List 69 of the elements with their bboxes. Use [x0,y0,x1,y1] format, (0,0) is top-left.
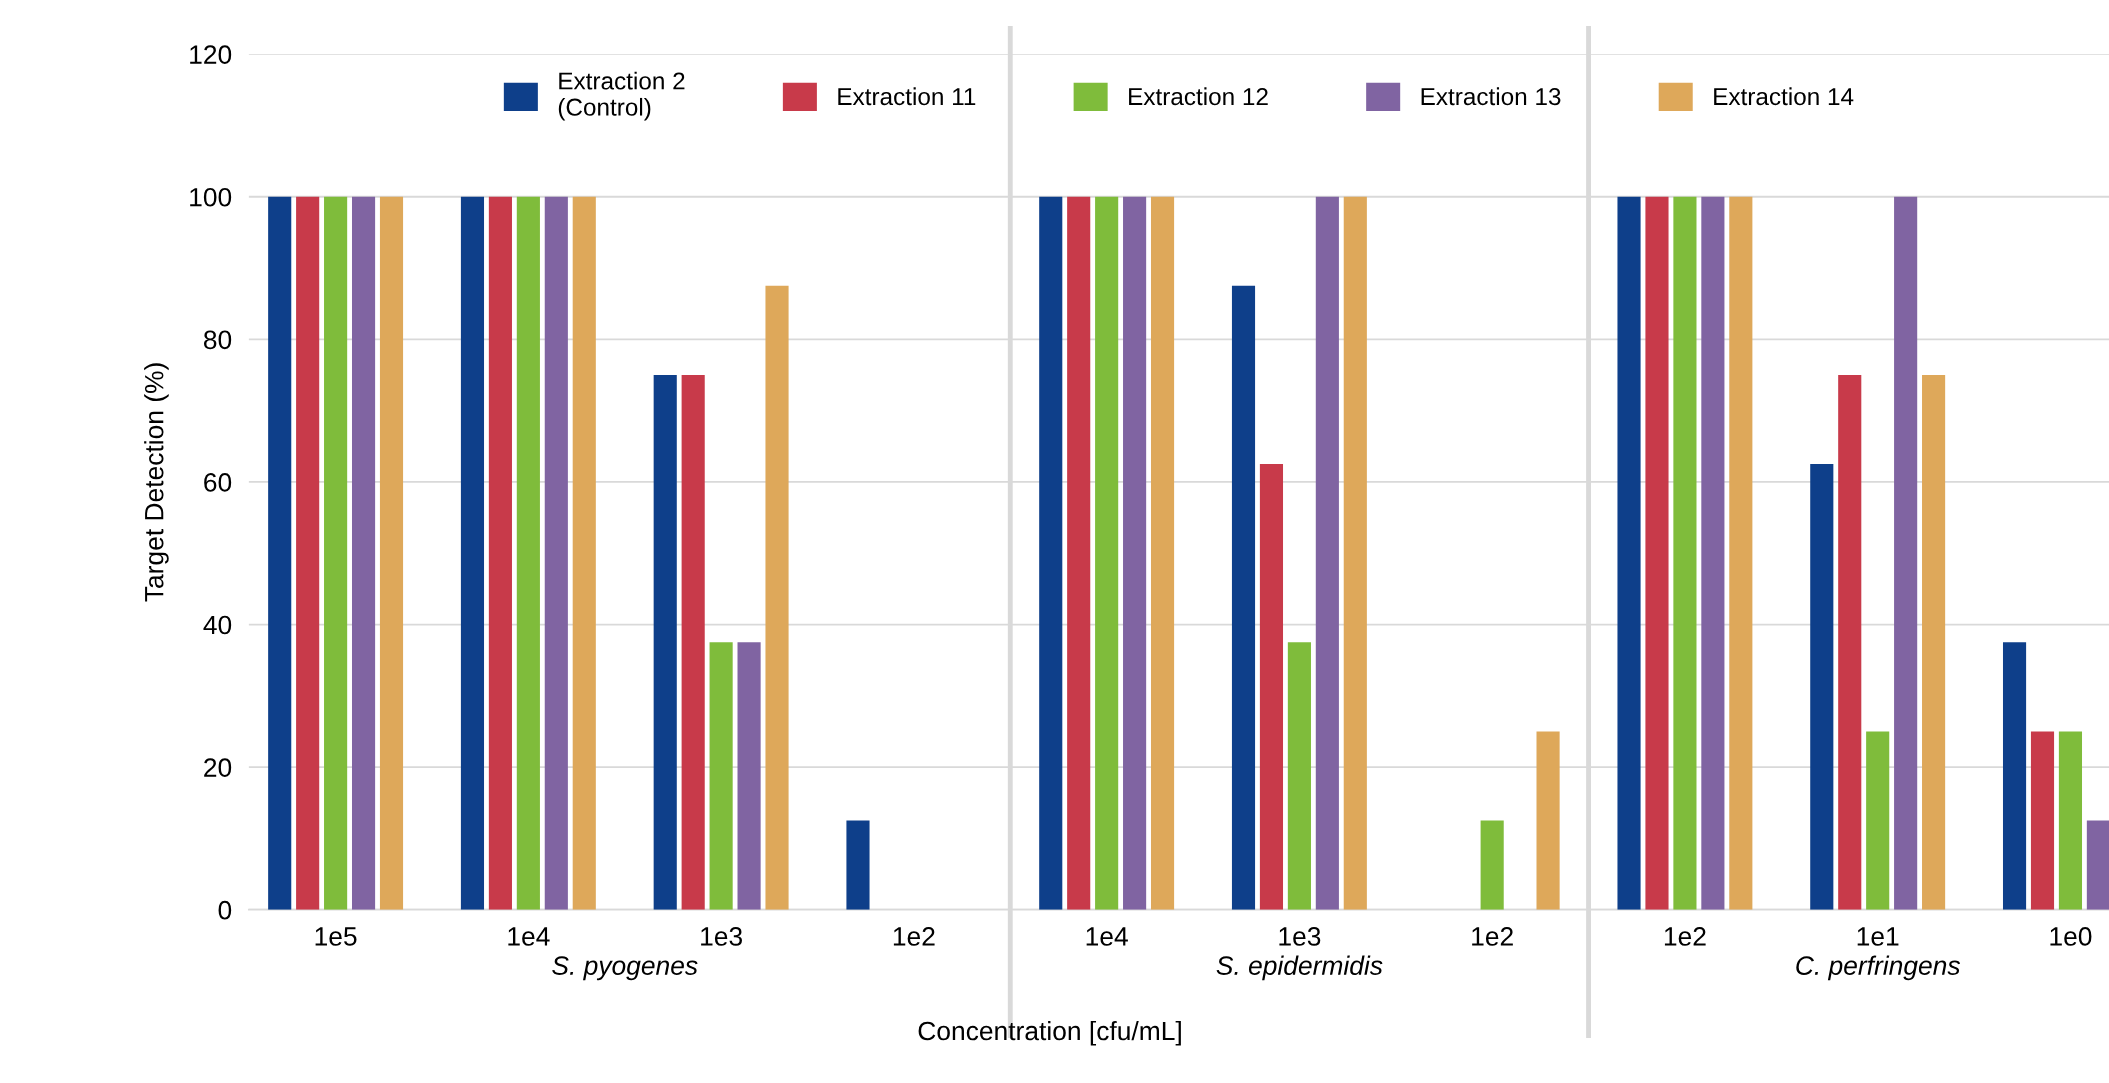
text: S. epidermidis [1216,955,1383,981]
legend-label: Extraction 11 [838,87,976,106]
bar [2002,642,2027,910]
x-tick-label: 1e2 [893,927,935,946]
bar [1123,196,1147,910]
y-axis-title: Target Detection (%) [144,363,169,602]
bar [379,196,404,910]
x-tick-label: 1e0 [2050,927,2092,946]
bar [1039,196,1063,910]
bar [1480,820,1504,910]
x-tick-label: 1e5 [315,927,357,946]
x-tick-label: 1e4 [508,927,550,946]
bar [544,196,568,910]
bar [653,374,677,910]
y-tick-label: 40 [203,615,232,635]
bar [460,196,485,910]
x-tick-label: 1e3 [1279,927,1321,946]
bar [2058,731,2083,910]
y-tick-label: 20 [204,758,232,777]
bar [1701,196,1725,910]
x-tick-label: 1e2 [1664,927,1706,946]
bar [1343,196,1367,910]
bar [1536,731,1560,910]
bar [737,642,761,910]
text: S. pyogenes [552,956,698,981]
x-tick-label: 1e3 [701,927,742,946]
bar [1231,285,1256,910]
x-tick-label: 1e4 [1086,927,1128,946]
legend-label: Extraction 14 [1714,87,1854,106]
bar [1287,642,1311,910]
bar [1810,464,1834,910]
bar [572,196,596,910]
bar [1067,196,1091,910]
bar [709,642,733,910]
bar [1922,374,1946,910]
bar [1150,196,1175,910]
bar [1617,196,1641,910]
bar [2086,820,2109,910]
bar [1645,196,1669,910]
bar [846,820,870,910]
bar [681,374,705,910]
bar [1095,196,1119,910]
y-tick-label: 60 [204,473,232,492]
legend-label: Extraction 13 [1421,87,1561,106]
bar [516,196,540,910]
bar [488,196,512,910]
bar [1259,464,1284,910]
x-tick-label: 1e2 [1472,927,1513,946]
x-tick-label: 1e1 [1857,927,1899,946]
bar [765,285,789,910]
bar [1673,196,1697,910]
bar [296,196,320,910]
bar [2030,731,2055,910]
y-tick-label: 80 [203,330,232,350]
bar [1315,196,1339,910]
legend-label: Extraction 12 [1129,87,1268,106]
bar [268,196,292,910]
y-tick-label: 100 [190,187,232,207]
bar [1894,196,1918,910]
bar [351,196,376,910]
legend-label: Extraction 2 (Control) [558,71,685,121]
text: C. perfringens [1796,955,1961,981]
bar [1729,196,1753,910]
x-axis-title: Concentration [cfu/mL] [918,1020,1181,1046]
bar [324,196,348,910]
bar [1838,374,1862,910]
y-tick-label: 0 [218,900,232,920]
y-tick-label: 120 [190,45,232,64]
bar [1866,731,1890,910]
